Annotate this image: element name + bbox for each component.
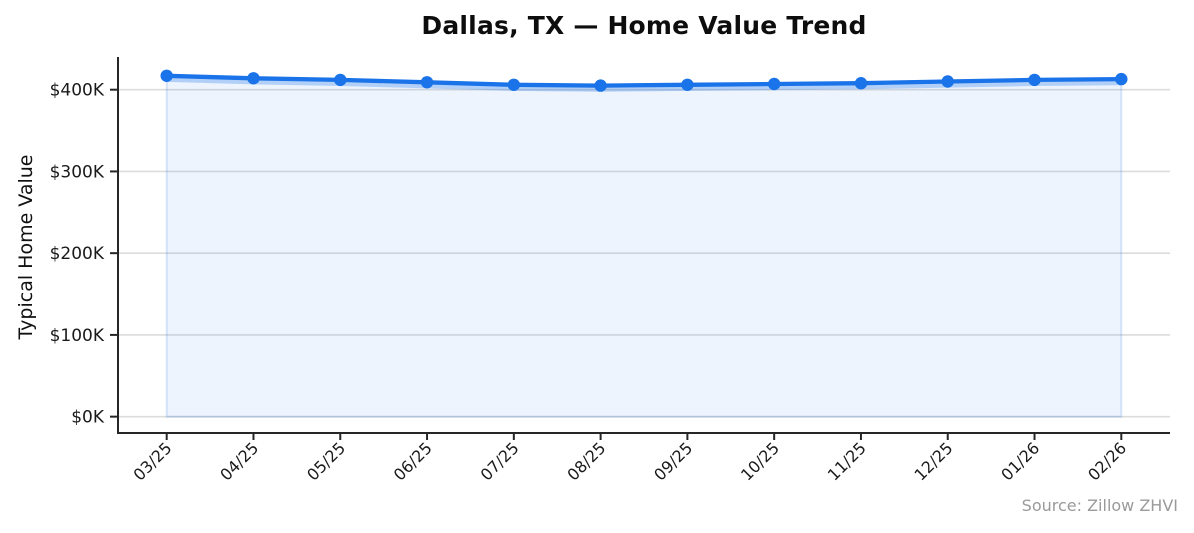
- data-point: [247, 72, 260, 85]
- data-point: [681, 78, 694, 92]
- y-tick-label: $300K: [50, 162, 105, 182]
- x-tick-label: 06/25: [390, 438, 436, 484]
- data-point: [334, 73, 347, 87]
- data-point-markers: [160, 69, 1128, 92]
- x-tick-label: 02/26: [1084, 438, 1130, 484]
- x-tick-label: 09/25: [650, 438, 696, 484]
- data-line: [164, 73, 1124, 88]
- x-tick-label: 07/25: [477, 438, 523, 484]
- trend-line: [164, 73, 1124, 88]
- x-tick-label: 01/26: [997, 438, 1043, 484]
- area-fill: [164, 74, 1124, 418]
- data-point: [594, 79, 607, 92]
- y-axis-title: Typical Home Value: [15, 154, 37, 340]
- x-tick-label: 11/25: [824, 438, 870, 484]
- data-point: [941, 75, 954, 88]
- source-attribution: Source: Zillow ZHVI: [1021, 496, 1178, 515]
- x-tick-label: 03/25: [129, 438, 175, 484]
- data-point: [420, 76, 434, 89]
- x-tick-label: 04/25: [216, 438, 262, 484]
- x-tick-label: 05/25: [303, 438, 349, 484]
- y-tick-label: $0K: [71, 408, 105, 428]
- x-tick-labels: 03/25 04/25 05/25 06/25 07/25 08/25 09/25 10/25…: [129, 438, 1130, 484]
- x-tick-label: 08/25: [563, 438, 609, 484]
- data-point: [1028, 73, 1041, 87]
- area-region: [165, 74, 1123, 418]
- data-point: [160, 69, 173, 83]
- y-tick-label: $200K: [50, 244, 105, 264]
- chart-title: Dallas, TX — Home Value Trend: [421, 11, 867, 40]
- x-tick-label: 12/25: [910, 438, 956, 484]
- gridlines: [118, 88, 1170, 418]
- data-point: [854, 77, 868, 90]
- axes-spines-and-ticks: [110, 57, 1170, 440]
- y-tick-label: $400K: [50, 81, 105, 101]
- y-tick-labels: $0K $100K $200K $300K $400K: [50, 81, 105, 428]
- data-point: [507, 78, 520, 92]
- x-tick-label: 10/25: [737, 438, 783, 484]
- data-point: [1115, 72, 1128, 86]
- line-shadow: [164, 76, 1124, 92]
- y-tick-label: $100K: [50, 326, 105, 346]
- data-point: [768, 77, 781, 91]
